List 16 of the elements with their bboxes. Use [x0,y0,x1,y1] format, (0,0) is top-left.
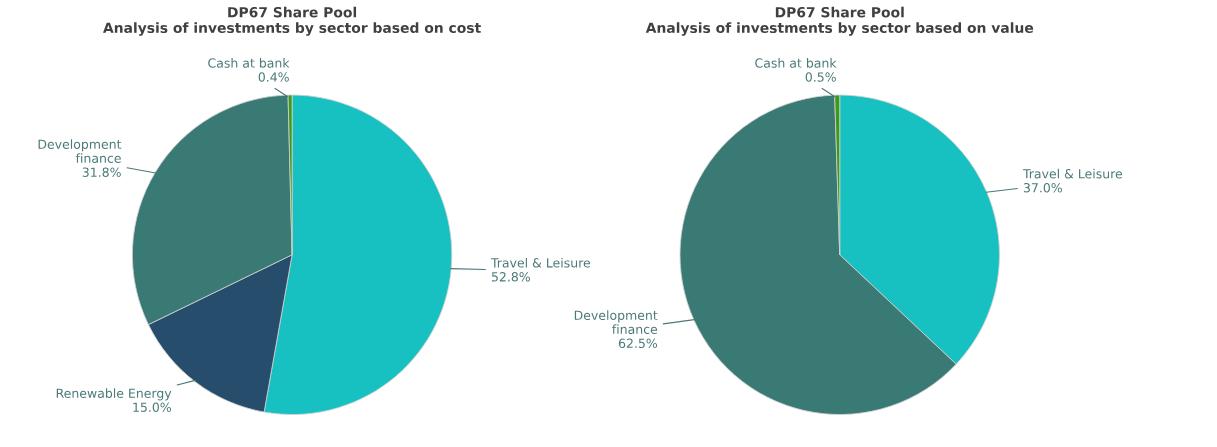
slice-label: Renewable Energy [56,388,172,401]
chart-title: DP67 Share Pool Analysis of investments by sector based on cost [103,6,481,36]
data-label: 37.0% [1023,183,1062,193]
data-label: 52.8% [491,272,530,282]
slice-label: Development finance [38,139,122,163]
data-label: 0.4% [258,72,289,82]
slice-label: Development finance [574,310,658,335]
data-label: 62.5% [618,338,658,349]
data-label: 31.8% [82,167,121,177]
data-label: 15.0% [133,402,172,412]
chart-title: DP67 Share Pool Analysis of investments by sector based on value [645,6,1034,36]
slice-label: Travel & Leisure [1022,168,1123,179]
slice-label: Travel & Leisure [490,257,591,268]
data-label: 0.5% [805,72,836,82]
slice-label: Cash at bank [755,58,837,68]
slice-label: Cash at bank [208,58,290,68]
